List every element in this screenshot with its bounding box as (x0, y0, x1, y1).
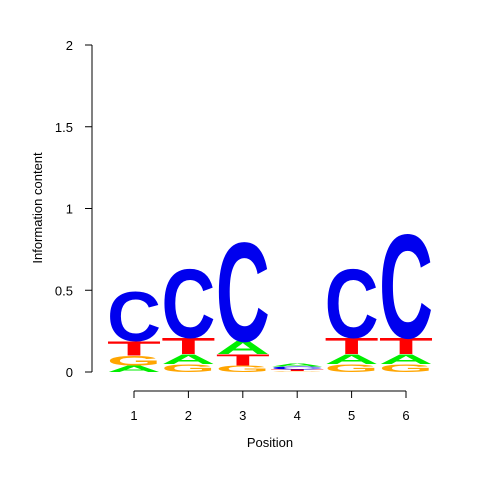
x-axis-label: Position (247, 435, 293, 450)
x-tick-label: 3 (239, 408, 246, 423)
x-axis: 1 2 3 4 5 6 (130, 390, 410, 423)
y-tick-label: 1.5 (55, 120, 73, 135)
letter-C: C (161, 250, 215, 359)
letter-G: G (107, 353, 161, 368)
y-tick-label: 0.5 (55, 283, 73, 298)
letter-G: G (325, 362, 379, 375)
x-tick-label: 6 (402, 408, 409, 423)
letter-C: C (379, 204, 433, 369)
letter-G: G (379, 362, 433, 375)
letter-A: A (216, 338, 270, 358)
y-tick-label: 1 (66, 202, 73, 217)
letter-T: T (161, 333, 215, 358)
x-tick-label: 5 (348, 408, 355, 423)
letter-C: C (107, 278, 161, 357)
letter-A: A (325, 352, 379, 367)
letter-A: A (107, 364, 161, 374)
letter-C: C (216, 213, 270, 371)
letter-A: A (379, 352, 433, 367)
letter-C: C (270, 365, 324, 370)
letter-T: T (379, 333, 433, 358)
y-tick-label: 0 (66, 365, 73, 380)
letter-T: T (216, 351, 270, 369)
y-tick-label: 2 (66, 38, 73, 53)
letter-A: A (161, 352, 215, 367)
x-tick-label: 1 (130, 408, 137, 423)
x-tick-label: 4 (294, 408, 301, 423)
letter-C: C (325, 250, 379, 359)
letter-G: G (270, 371, 324, 372)
x-tick-label: 2 (185, 408, 192, 423)
y-axis: 0 0.5 1 1.5 2 (55, 38, 93, 380)
letter-T: T (270, 369, 324, 372)
letter-T: T (325, 333, 379, 358)
letter-G: G (216, 364, 270, 374)
letter-G: G (161, 362, 215, 375)
letter-T: T (107, 337, 161, 360)
letter-A: A (270, 362, 324, 367)
y-axis-label: Information content (30, 152, 45, 264)
